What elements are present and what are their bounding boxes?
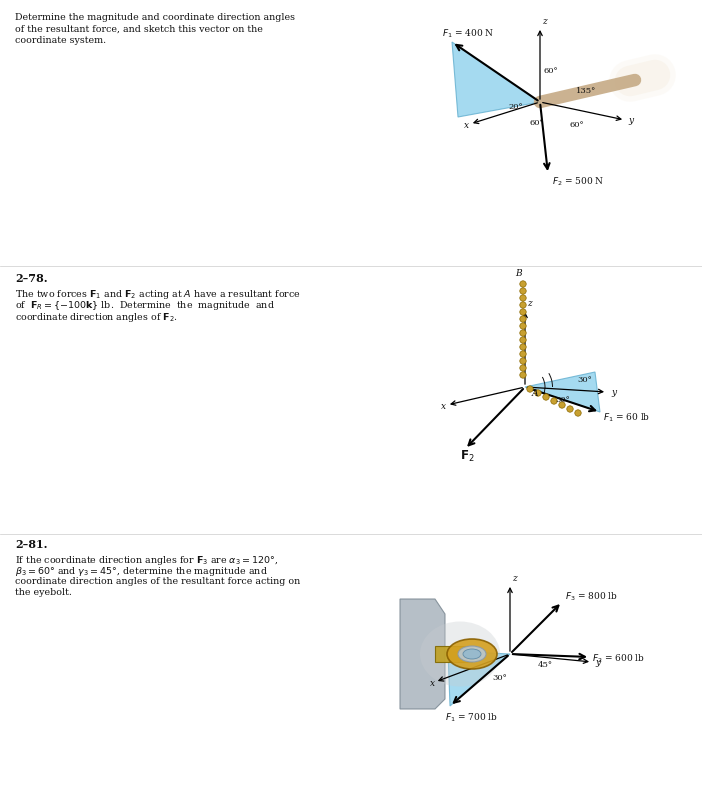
Text: x: x [430,678,435,687]
Text: 30°: 30° [492,673,507,681]
Circle shape [519,372,526,379]
Text: coordinate system.: coordinate system. [15,36,106,45]
Circle shape [543,395,549,401]
Circle shape [519,351,526,358]
Text: $F_1$ = 400 N: $F_1$ = 400 N [442,28,494,40]
Text: 2–81.: 2–81. [15,538,48,549]
Ellipse shape [447,639,497,669]
Text: 60°: 60° [530,119,545,127]
Ellipse shape [463,649,481,659]
Circle shape [519,317,526,322]
Text: x: x [464,121,469,130]
Text: 50°: 50° [555,395,570,403]
Text: 30°: 30° [577,375,592,383]
Text: $F_1$ = 60 lb: $F_1$ = 60 lb [603,411,650,424]
Text: $F_1$ = 700 lb: $F_1$ = 700 lb [445,711,498,723]
Text: y: y [611,387,616,396]
Text: 135°: 135° [576,87,596,95]
Polygon shape [452,43,540,118]
Polygon shape [435,646,472,662]
Text: A: A [532,388,538,398]
Text: $\beta_3 = 60°$ and $\gamma_3 = 45°$, determine the magnitude and: $\beta_3 = 60°$ and $\gamma_3 = 45°$, de… [15,565,268,577]
Polygon shape [525,373,600,412]
Text: $F_2$ = 500 N: $F_2$ = 500 N [552,176,604,188]
Text: of  $\mathbf{F}_R = \{-100\mathbf{k}\}$ lb.  Determine  the  magnitude  and: of $\mathbf{F}_R = \{-100\mathbf{k}\}$ l… [15,299,275,312]
Text: 60°: 60° [570,121,585,129]
Text: of the resultant force, and sketch this vector on the: of the resultant force, and sketch this … [15,25,263,34]
Circle shape [519,344,526,350]
Circle shape [519,289,526,295]
Circle shape [567,407,574,413]
Text: coordinate direction angles of the resultant force acting on: coordinate direction angles of the resul… [15,577,300,585]
Ellipse shape [420,622,500,687]
Circle shape [519,295,526,302]
Circle shape [559,403,565,409]
Text: z: z [512,573,517,582]
Text: $\mathbf{F}_2$: $\mathbf{F}_2$ [460,448,475,464]
Circle shape [519,323,526,330]
Text: Determine the magnitude and coordinate direction angles: Determine the magnitude and coordinate d… [15,13,295,22]
Text: 45°: 45° [538,660,553,668]
Text: z: z [527,298,531,308]
Circle shape [526,387,534,393]
Text: $F_3$ = 800 lb: $F_3$ = 800 lb [565,590,618,603]
Text: $F_2$ = 600 lb: $F_2$ = 600 lb [592,652,645,665]
Text: 60°: 60° [544,67,559,75]
Circle shape [551,399,557,405]
Circle shape [519,282,526,288]
Polygon shape [448,651,510,706]
Text: y: y [595,657,600,666]
Circle shape [519,366,526,372]
Circle shape [575,411,581,417]
Circle shape [519,302,526,309]
Text: 20°: 20° [508,103,522,111]
Text: z: z [542,17,547,26]
Text: The two forces $\mathbf{F}_1$ and $\mathbf{F}_2$ acting at $A$ have a resultant : The two forces $\mathbf{F}_1$ and $\math… [15,288,301,301]
Circle shape [519,358,526,365]
Circle shape [519,338,526,344]
Text: B: B [515,269,522,277]
Text: 2–78.: 2–78. [15,273,48,284]
Circle shape [519,310,526,316]
Text: coordinate direction angles of $\mathbf{F}_2$.: coordinate direction angles of $\mathbf{… [15,310,178,323]
Text: If the coordinate direction angles for $\mathbf{F}_3$ are $\alpha_3 = 120°$,: If the coordinate direction angles for $… [15,553,278,566]
Circle shape [519,330,526,337]
Text: the eyebolt.: the eyebolt. [15,588,72,597]
Ellipse shape [458,646,486,662]
Text: x: x [441,402,446,411]
Text: y: y [628,115,633,125]
Circle shape [535,391,541,397]
Polygon shape [400,599,445,709]
